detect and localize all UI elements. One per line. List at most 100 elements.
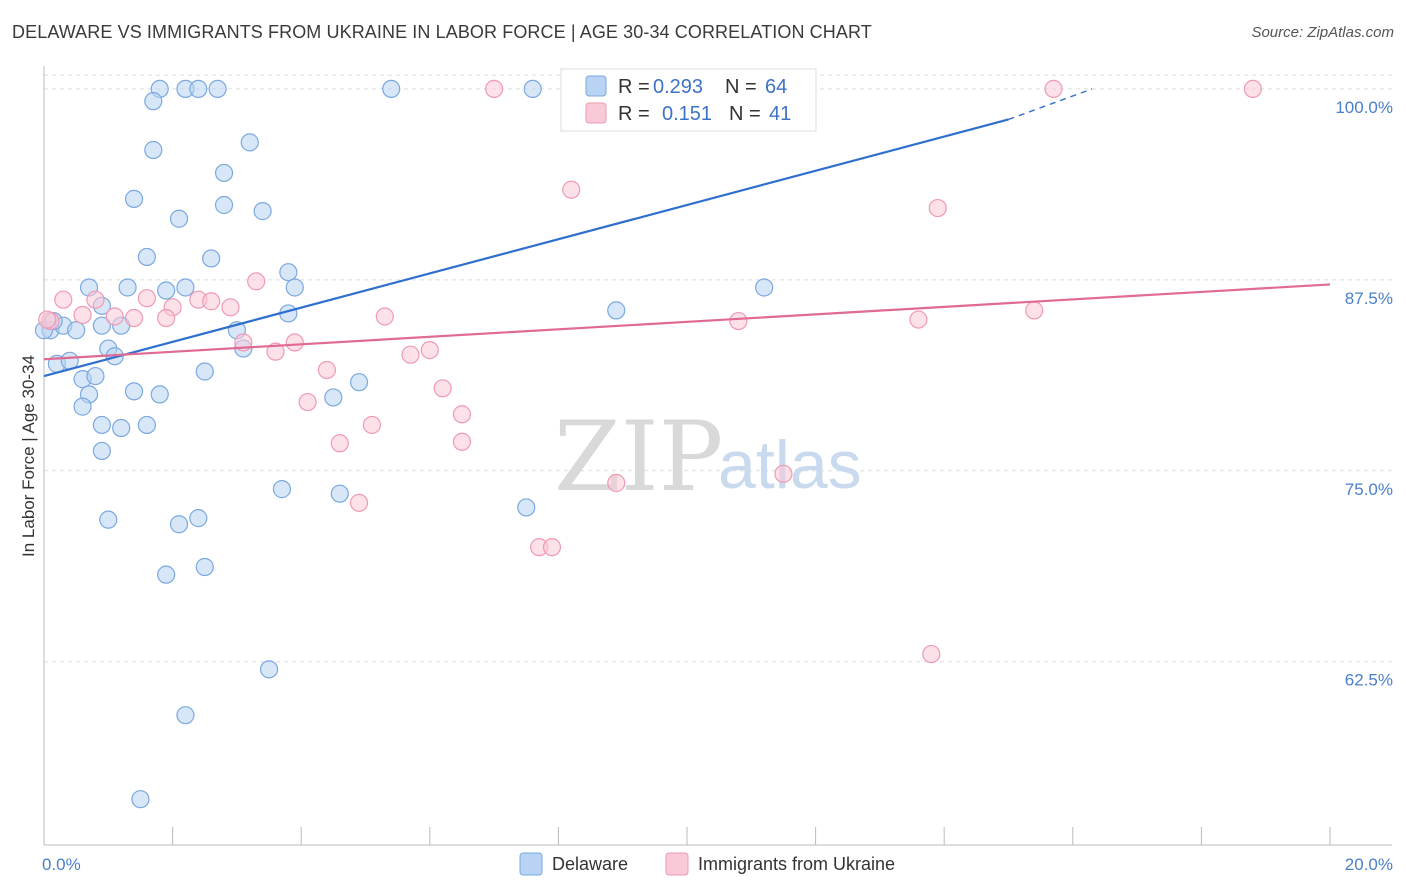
ukraine-point-23 — [266, 342, 285, 361]
trend-layer — [43, 88, 1331, 378]
ukraine-point-1 — [1044, 79, 1063, 99]
ukraine-point-33 — [452, 432, 472, 451]
bottom-legend: Delaware Immigrants from Ukraine — [519, 852, 895, 876]
delaware-point-28 — [92, 316, 111, 335]
delaware-point-52 — [99, 510, 118, 529]
legend-swatch-ukraine — [585, 102, 607, 124]
delaware-point-57 — [259, 660, 279, 679]
ukraine-point-20 — [1025, 301, 1044, 320]
delaware-point-2 — [189, 79, 208, 99]
delaware-point-5 — [523, 79, 542, 99]
delaware-point-12 — [214, 195, 234, 215]
top-legend: R = 0.293 N = 64 R = 0.151 N = 41 — [560, 68, 817, 132]
delaware-point-45 — [92, 415, 111, 435]
delaware-point-17 — [279, 263, 298, 282]
delaware-point-56 — [157, 565, 176, 584]
ukraine-point-17 — [375, 307, 394, 326]
chart-title: DELAWARE VS IMMIGRANTS FROM UKRAINE IN L… — [12, 22, 872, 42]
ukraine-point-12 — [221, 298, 240, 317]
delaware-point-58 — [176, 706, 195, 725]
legend-r-label-ukraine: R = — [618, 103, 650, 125]
delaware-point-15 — [137, 247, 156, 267]
ukraine-point-36 — [349, 493, 369, 512]
delaware-point-54 — [189, 509, 208, 528]
points-layer — [34, 79, 1262, 809]
ukraine-point-35 — [774, 464, 793, 483]
delaware-point-47 — [137, 415, 156, 435]
delaware-point-13 — [253, 202, 272, 221]
y-tick-label-2: 75.0% — [1345, 480, 1393, 499]
ukraine-point-19 — [909, 310, 928, 329]
bottom-legend-swatch-delaware — [519, 852, 543, 876]
ukraine-point-38 — [542, 538, 562, 557]
delaware-point-20 — [176, 278, 195, 297]
delaware-point-8 — [144, 140, 163, 160]
delaware-point-9 — [240, 133, 259, 152]
x-tick-label-0: 0.0% — [42, 855, 81, 874]
delaware-point-27 — [67, 321, 86, 340]
ukraine-point-0 — [485, 79, 504, 99]
delaware-point-7 — [144, 92, 163, 111]
delaware-point-62 — [157, 281, 176, 300]
grid-layer — [44, 74, 1392, 663]
ukraine-point-6 — [54, 290, 73, 309]
ukraine-point-14 — [105, 307, 124, 326]
delaware-point-10 — [214, 163, 234, 183]
delaware-point-21 — [285, 278, 304, 297]
delaware-point-19 — [118, 278, 137, 297]
ukraine-point-40 — [38, 310, 57, 329]
legend-n-value-delaware: 64 — [765, 76, 787, 98]
ukraine-point-25 — [401, 345, 420, 364]
delaware-point-40 — [124, 382, 144, 401]
watermark: ZIP atlas — [554, 401, 862, 513]
ukraine-point-13 — [73, 305, 92, 325]
legend-n-label-ukraine: N = — [729, 103, 761, 125]
labels-layer: 100.0% 87.5% 75.0% 62.5% 0.0% 20.0% In Labor F… — [19, 98, 1393, 874]
x-tick-label-1: 20.0% — [1345, 855, 1393, 874]
ukraine-point-29 — [298, 392, 317, 412]
legend-n-value-ukraine: 41 — [769, 103, 791, 125]
ukraine-point-15 — [124, 308, 144, 328]
ukraine-point-32 — [330, 434, 349, 453]
axes-layer — [43, 66, 1392, 846]
ukraine-point-4 — [928, 198, 947, 218]
ukraine-point-30 — [452, 405, 472, 424]
ukraine-point-31 — [362, 415, 382, 435]
y-tick-label-3: 62.5% — [1345, 671, 1393, 690]
ukraine-point-27 — [317, 360, 337, 380]
delaware-point-11 — [124, 189, 144, 208]
ukraine-point-10 — [202, 292, 221, 311]
bottom-legend-label-delaware: Delaware — [552, 854, 628, 874]
delaware-point-44 — [73, 397, 92, 416]
delaware-point-38 — [195, 362, 214, 381]
ukraine-point-7 — [86, 290, 105, 309]
legend-r-label-delaware: R = — [618, 76, 650, 98]
legend-n-label-delaware: N = — [725, 76, 757, 98]
ukraine-trendline — [43, 283, 1331, 361]
watermark-zip-text: ZIP — [554, 401, 723, 513]
ukraine-point-39 — [922, 644, 941, 664]
delaware-point-51 — [517, 498, 536, 517]
chart-source: Source: ZipAtlas.com — [1251, 24, 1394, 41]
ukraine-point-24 — [285, 333, 304, 352]
ukraine-point-34 — [607, 473, 626, 493]
bottom-legend-label-ukraine: Immigrants from Ukraine — [698, 854, 895, 874]
delaware-point-41 — [150, 385, 169, 404]
delaware-point-50 — [330, 484, 349, 503]
delaware-point-4 — [382, 79, 401, 99]
delaware-point-59 — [131, 790, 150, 809]
delaware-point-53 — [169, 515, 189, 534]
watermark-atlas-text: atlas — [718, 427, 862, 503]
legend-r-value-delaware: 0.293 — [653, 76, 703, 98]
legend-r-value-ukraine: 0.151 — [662, 103, 712, 125]
delaware-point-49 — [272, 480, 292, 499]
delaware-trendline-extension — [1008, 88, 1093, 121]
delaware-point-48 — [92, 441, 111, 461]
ukraine-point-8 — [137, 289, 156, 308]
ukraine-point-16 — [157, 308, 176, 328]
y-tick-label-1: 87.5% — [1345, 289, 1393, 308]
ukraine-point-3 — [562, 180, 581, 199]
delaware-trendline — [43, 118, 1009, 378]
ukraine-point-2 — [1243, 79, 1262, 99]
